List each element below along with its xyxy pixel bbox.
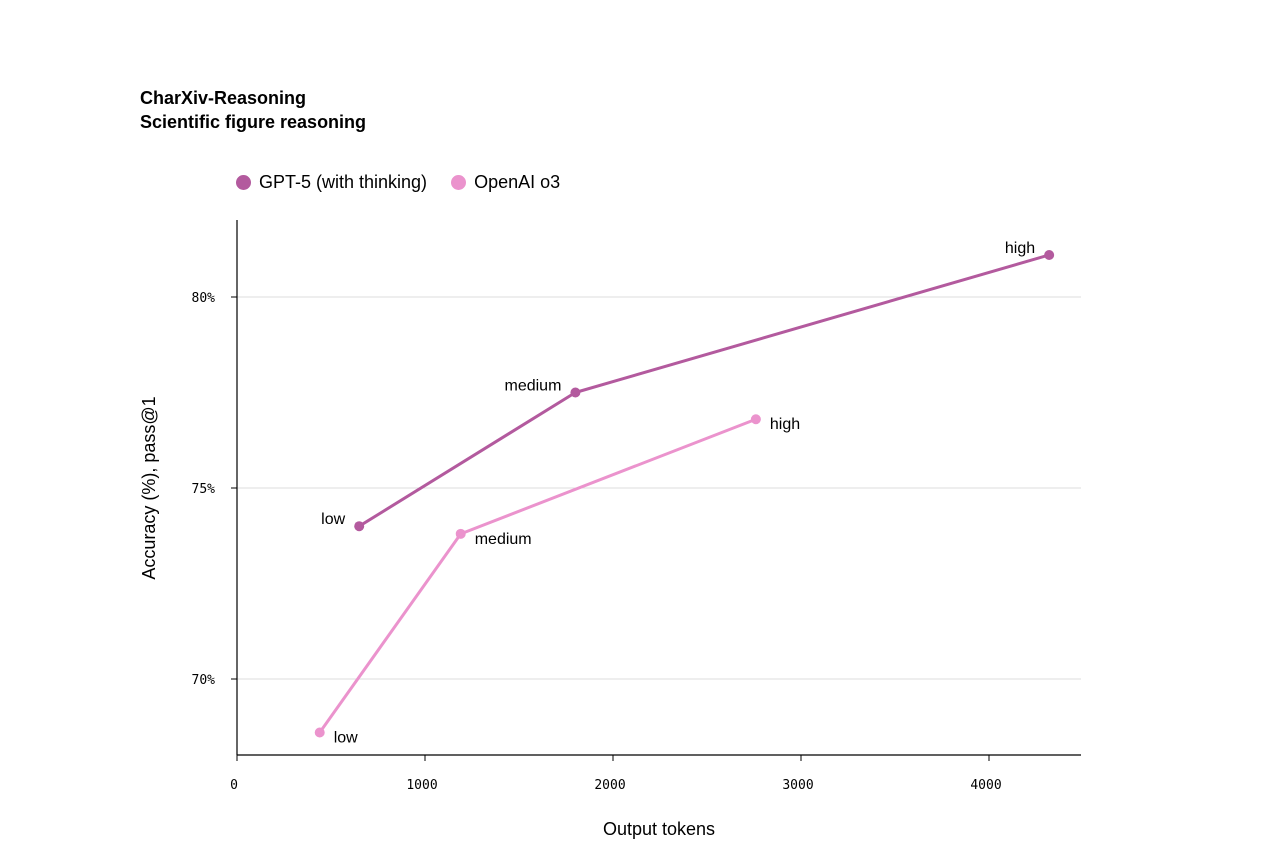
legend-item-gpt5: GPT-5 (with thinking)	[236, 172, 427, 193]
data-point-label: high	[770, 416, 800, 433]
x-axis-title: Output tokens	[603, 819, 715, 839]
series-line-1	[318, 417, 758, 734]
chart-title: CharXiv-Reasoning	[140, 88, 307, 108]
data-point-label: low	[334, 729, 358, 746]
axes	[231, 220, 1081, 761]
data-point	[1044, 249, 1055, 260]
chart-subtitle: Scientific figure reasoning	[140, 112, 367, 132]
series-group: low medium high low medium high	[314, 240, 1055, 746]
tick-labels: 70% 75% 80% 0 1000 2000 3000 4000	[192, 291, 1002, 793]
data-point-label: low	[321, 511, 345, 528]
y-tick-label: 70%	[192, 673, 216, 688]
data-point	[570, 387, 581, 398]
x-tick-label: 3000	[782, 778, 813, 793]
x-tick-label: 0	[230, 778, 238, 793]
grid-lines	[237, 296, 1081, 680]
data-point	[750, 414, 761, 425]
y-tick-label: 80%	[192, 291, 216, 306]
x-tick-label: 1000	[406, 778, 437, 793]
x-tick-label: 2000	[594, 778, 625, 793]
legend-swatch-o3	[451, 175, 467, 190]
series-line-0	[357, 253, 1051, 528]
data-point	[314, 727, 325, 738]
data-point-label: medium	[475, 531, 532, 548]
legend-item-o3: OpenAI o3	[451, 172, 560, 193]
data-point	[354, 521, 365, 532]
y-axis-title: Accuracy (%), pass@1	[139, 396, 159, 579]
y-tick-label: 75%	[192, 482, 216, 497]
legend-label-gpt5: GPT-5 (with thinking)	[259, 172, 428, 192]
x-tick-label: 4000	[970, 778, 1001, 793]
data-point	[455, 528, 466, 539]
legend-swatch-gpt5	[236, 175, 251, 190]
legend-label-o3: OpenAI o3	[474, 172, 561, 192]
data-point-label: medium	[504, 378, 561, 395]
legend: GPT-5 (with thinking) OpenAI o3	[236, 172, 560, 193]
data-point-label: high	[1005, 240, 1035, 257]
